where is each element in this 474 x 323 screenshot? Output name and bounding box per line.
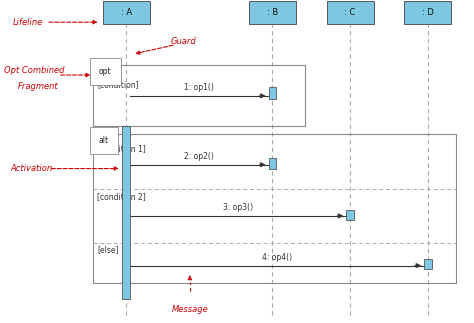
Text: [else]: [else] [97,245,118,255]
Text: 1: op1(): 1: op1() [184,83,214,92]
Bar [346,210,354,220]
Text: Opt Combined: Opt Combined [4,66,64,75]
Text: Activation: Activation [11,164,53,173]
Text: : A: : A [121,8,132,17]
Text: 3: op3(): 3: op3() [223,203,253,212]
Bar [93,134,456,283]
Text: 4: op4(): 4: op4() [262,253,292,262]
Text: Lifeline: Lifeline [13,18,44,27]
Bar [122,126,130,299]
Text: [condition 1]: [condition 1] [97,144,146,153]
Text: [condition 2]: [condition 2] [97,192,146,201]
Text: opt: opt [99,67,111,76]
Bar [404,1,451,25]
Bar [103,1,150,25]
Text: Fragment: Fragment [18,82,58,91]
Text: Guard: Guard [171,37,197,46]
Bar [269,158,276,169]
Text: alt: alt [99,136,109,145]
Bar [249,1,296,25]
Text: 2: op2(): 2: op2() [184,152,214,161]
Bar [327,1,374,25]
Text: : D: : D [422,8,434,17]
Text: : B: : B [267,8,278,17]
Text: : C: : C [345,8,356,17]
Bar [269,87,276,99]
Bar [93,66,305,126]
Text: [condition]: [condition] [97,80,139,89]
Bar [424,259,432,269]
Text: Message: Message [172,305,208,314]
